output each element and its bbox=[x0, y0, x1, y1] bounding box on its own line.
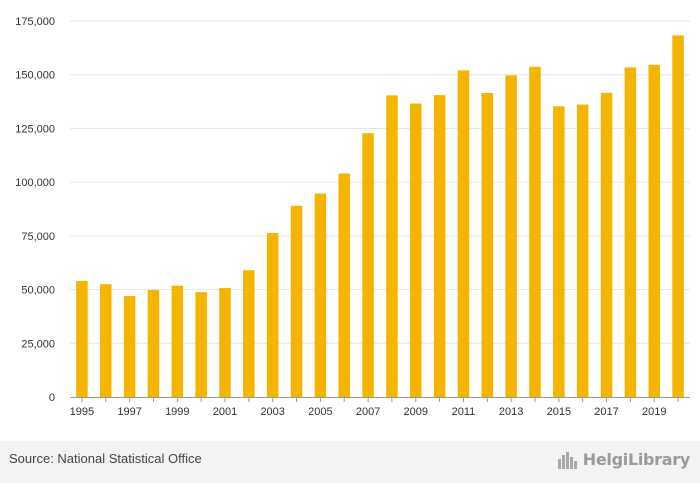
y-tick-label: 25,000 bbox=[21, 338, 55, 350]
x-tick-label: 2001 bbox=[213, 406, 237, 418]
y-tick-label: 100,000 bbox=[15, 177, 55, 189]
bar-chart: 0 25,000 50,000 75,000 100,000 125,000 150,000… bbox=[15, 16, 690, 418]
y-tick-label: 125,000 bbox=[15, 123, 55, 135]
source-note: Source: National Statistical Office bbox=[9, 451, 202, 466]
bar-2003[interactable] bbox=[266, 233, 279, 397]
bar-2014[interactable] bbox=[529, 66, 541, 397]
x-tick-label: 2019 bbox=[642, 406, 666, 418]
x-tick-label: 2007 bbox=[356, 406, 380, 418]
bar-2009[interactable] bbox=[410, 103, 422, 398]
bar-2019[interactable] bbox=[648, 64, 660, 397]
x-tick-label: 2009 bbox=[404, 406, 428, 418]
bars bbox=[76, 35, 684, 398]
helgilibrary-logo[interactable]: HelgiLibrary bbox=[557, 450, 690, 469]
x-tick-label: 2013 bbox=[499, 406, 523, 418]
x-tick-label: 2015 bbox=[547, 406, 571, 418]
grid-lines bbox=[70, 20, 690, 344]
x-tick-label: 2005 bbox=[308, 406, 332, 418]
bar-2000[interactable] bbox=[195, 292, 207, 397]
bar-1999[interactable] bbox=[171, 285, 184, 397]
bar-1998[interactable] bbox=[147, 290, 160, 397]
bar-2008[interactable] bbox=[386, 95, 398, 397]
x-tick-label: 1999 bbox=[165, 406, 189, 418]
bar-2020[interactable] bbox=[672, 35, 684, 398]
bar-2011[interactable] bbox=[457, 70, 470, 397]
brand-name: HelgiLibrary bbox=[582, 450, 691, 469]
bar-2007[interactable] bbox=[362, 133, 374, 397]
bar-1995[interactable] bbox=[76, 280, 88, 397]
x-tick-label: 2003 bbox=[260, 406, 284, 418]
bar-2015[interactable] bbox=[553, 106, 565, 398]
x-tick-label: 1997 bbox=[117, 406, 141, 418]
x-tick-label: 2011 bbox=[452, 406, 476, 418]
footer: Source: National Statistical Office Helg… bbox=[0, 441, 700, 483]
y-tick-label: 50,000 bbox=[21, 285, 55, 297]
bar-2006[interactable] bbox=[338, 173, 350, 397]
bar-1996[interactable] bbox=[100, 284, 112, 397]
bar-2013[interactable] bbox=[505, 75, 517, 397]
bar-1997[interactable] bbox=[123, 296, 136, 397]
bar-2002[interactable] bbox=[243, 270, 255, 397]
bar-2001[interactable] bbox=[219, 288, 231, 397]
x-tick-label: 2017 bbox=[594, 406, 618, 418]
x-axis-ticks: 1995 1997 1999 2001 2003 2005 2007 2009 2011 2013… bbox=[70, 397, 679, 418]
y-tick-label: 75,000 bbox=[21, 231, 55, 243]
y-tick-label: 175,000 bbox=[15, 16, 55, 28]
y-axis-ticks: 0 25,000 50,000 75,000 100,000 125,000 150,000… bbox=[15, 16, 55, 404]
bar-2012[interactable] bbox=[481, 92, 494, 397]
x-tick-label: 1995 bbox=[70, 406, 94, 418]
bar-2005[interactable] bbox=[314, 193, 327, 397]
y-tick-label: 0 bbox=[49, 392, 55, 404]
bar-2010[interactable] bbox=[433, 95, 446, 397]
city-skyline-icon bbox=[557, 451, 577, 469]
bar-2016[interactable] bbox=[576, 104, 589, 397]
bar-2017[interactable] bbox=[600, 92, 613, 398]
y-tick-label: 150,000 bbox=[15, 70, 55, 82]
bar-2004[interactable] bbox=[290, 205, 303, 397]
bar-2018[interactable] bbox=[624, 67, 637, 397]
